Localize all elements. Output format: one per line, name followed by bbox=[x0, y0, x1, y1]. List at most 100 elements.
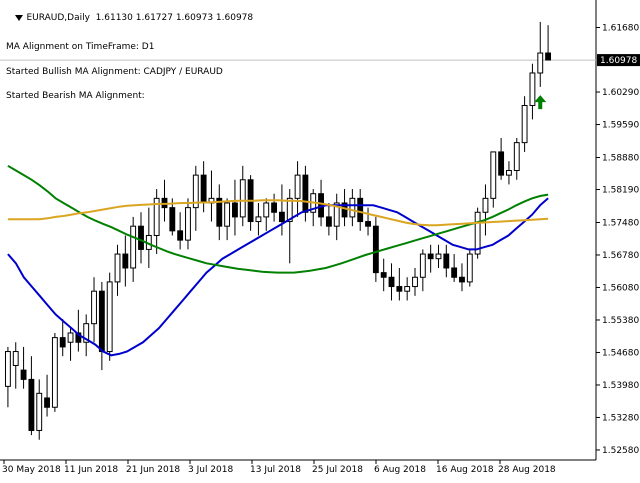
candle bbox=[185, 198, 191, 250]
candle bbox=[138, 212, 144, 264]
plot-area[interactable] bbox=[0, 0, 596, 460]
candle-body bbox=[466, 253, 473, 283]
candle bbox=[506, 161, 512, 185]
time-tick-label: 21 Jun 2018 bbox=[126, 465, 180, 475]
candle-body bbox=[271, 202, 278, 213]
candles-group bbox=[4, 21, 552, 440]
candle bbox=[91, 277, 97, 343]
candle bbox=[271, 193, 278, 222]
candle bbox=[443, 244, 450, 278]
candle-body bbox=[216, 197, 223, 227]
price-tick-label: 1.56080 bbox=[602, 283, 639, 293]
candle-body bbox=[83, 323, 90, 343]
candle bbox=[498, 137, 505, 180]
candle-body bbox=[325, 216, 332, 227]
candle-body bbox=[177, 230, 184, 241]
candle-body bbox=[333, 202, 340, 227]
candle bbox=[192, 165, 199, 231]
candle-body bbox=[153, 197, 160, 236]
time-tick-label: 13 Jul 2018 bbox=[250, 465, 301, 475]
candle-body bbox=[106, 281, 113, 353]
candle-body bbox=[59, 337, 66, 348]
candle-body bbox=[357, 197, 364, 223]
price-tick-label: 1.53980 bbox=[602, 381, 639, 391]
candle bbox=[216, 184, 223, 241]
candle bbox=[122, 235, 129, 287]
candle-body bbox=[302, 174, 309, 213]
candle-body bbox=[443, 253, 450, 269]
candle-body bbox=[419, 253, 426, 278]
candle-body bbox=[372, 225, 379, 274]
candle bbox=[28, 356, 35, 436]
candle bbox=[427, 244, 434, 273]
candle bbox=[412, 267, 418, 296]
candle bbox=[83, 314, 90, 357]
candle-body bbox=[380, 272, 387, 278]
candle-body bbox=[138, 225, 144, 250]
price-tick-label: 1.53280 bbox=[602, 413, 639, 423]
candle-body bbox=[506, 169, 512, 176]
candle-body bbox=[51, 337, 58, 408]
time-tick-label: 16 Aug 2018 bbox=[436, 465, 494, 475]
candle-body bbox=[498, 151, 505, 176]
candle bbox=[396, 267, 403, 301]
price-tick-label: 1.52580 bbox=[602, 446, 639, 456]
candle-body bbox=[278, 211, 285, 223]
ma-slow-line bbox=[7, 199, 549, 227]
candle bbox=[521, 96, 528, 152]
candle-body bbox=[28, 378, 35, 431]
candle-body bbox=[255, 216, 262, 223]
candle bbox=[529, 63, 536, 120]
candle-body bbox=[200, 174, 207, 204]
candle bbox=[482, 184, 489, 236]
candle bbox=[232, 179, 238, 236]
candle-body bbox=[396, 286, 403, 292]
candle bbox=[224, 198, 231, 241]
candle-body bbox=[482, 197, 489, 213]
candle-body bbox=[404, 286, 411, 292]
candle-body bbox=[365, 221, 371, 227]
candle-body bbox=[75, 332, 82, 343]
price-tick-label: 1.58190 bbox=[602, 186, 639, 196]
candle bbox=[490, 151, 497, 208]
ma-fast-line bbox=[7, 197, 549, 357]
candle-body bbox=[451, 267, 458, 278]
candle bbox=[357, 189, 364, 231]
time-tick-label: 6 Aug 2018 bbox=[374, 465, 426, 475]
candle bbox=[513, 137, 520, 180]
candle bbox=[545, 25, 552, 61]
candle bbox=[263, 198, 270, 231]
price-tick-label: 1.61680 bbox=[602, 23, 639, 33]
candle-body bbox=[474, 211, 481, 255]
candle-body bbox=[224, 202, 231, 227]
ma-mid-line bbox=[7, 164, 549, 274]
candle-body bbox=[263, 202, 270, 218]
price-tick-label: 1.59590 bbox=[602, 121, 639, 131]
candle bbox=[419, 249, 426, 292]
price-tick-label: 1.56780 bbox=[602, 251, 639, 261]
symbol-timeframe: EURAUD,Daily bbox=[26, 13, 90, 23]
candle bbox=[36, 379, 43, 440]
up-arrow-icon bbox=[534, 95, 547, 110]
candle bbox=[114, 244, 121, 296]
candle bbox=[59, 319, 66, 357]
moving-averages-group bbox=[7, 164, 549, 357]
candle bbox=[372, 216, 379, 282]
candle-body bbox=[388, 276, 395, 288]
candle bbox=[404, 277, 411, 301]
candle bbox=[278, 184, 285, 236]
indicator-line-3: Started Bearish MA Alignment: bbox=[6, 91, 145, 101]
current-price-value: 1.60978 bbox=[600, 56, 637, 66]
candle bbox=[365, 207, 371, 236]
candle bbox=[333, 193, 340, 241]
price-tick-label: 1.54680 bbox=[602, 348, 639, 358]
candle-body bbox=[91, 290, 97, 325]
chart-title: EURAUD,Daily 1.61130 1.61727 1.60973 1.6… bbox=[4, 3, 253, 33]
candle bbox=[349, 189, 356, 227]
candle-body bbox=[44, 397, 50, 408]
candle-body bbox=[98, 290, 105, 353]
time-tick-label: 30 May 2018 bbox=[2, 465, 61, 475]
chevron-down-icon[interactable] bbox=[15, 14, 24, 21]
